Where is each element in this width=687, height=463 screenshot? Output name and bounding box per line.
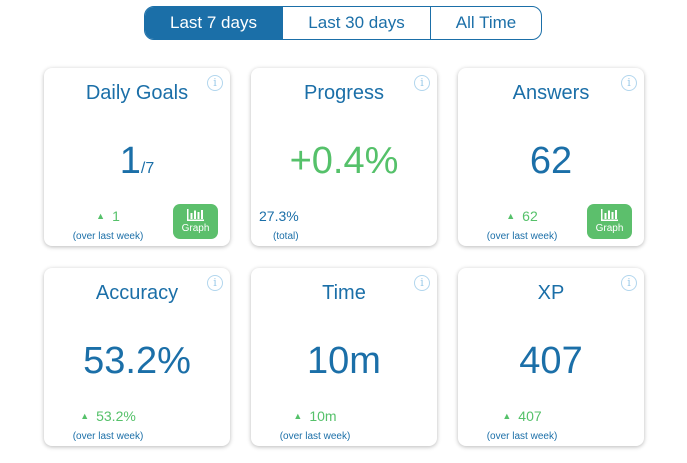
info-icon[interactable]: i (207, 75, 223, 91)
info-icon[interactable]: i (621, 275, 637, 291)
delta: ▲ 53.2% (44, 408, 172, 424)
up-arrow-icon: ▲ (80, 411, 90, 421)
delta-value: 53.2% (96, 408, 136, 424)
tab-last-7-days[interactable]: Last 7 days (145, 7, 283, 39)
graph-label: Graph (595, 223, 624, 234)
tab-last-30-days[interactable]: Last 30 days (283, 7, 431, 39)
delta-note: (over last week) (72, 231, 144, 242)
delta-value: 1 (112, 208, 120, 224)
value-main: 1 (119, 140, 141, 182)
delta-note: (over last week) (279, 431, 351, 442)
up-arrow-icon: ▲ (96, 211, 106, 221)
delta-value: 10m (309, 408, 337, 424)
xp-card: i XP 407 ▲ 407 (over last week) (458, 268, 644, 446)
bar-chart-icon (601, 209, 618, 221)
card-value: 62 (529, 140, 573, 182)
card-title: Daily Goals (85, 82, 189, 104)
card-title: Time (322, 282, 366, 304)
info-icon[interactable]: i (621, 75, 637, 91)
delta-value: 407 (518, 408, 542, 424)
card-title: XP (537, 282, 565, 304)
delta-note: (over last week) (486, 231, 558, 242)
tab-all-time[interactable]: All Time (455, 13, 517, 32)
progress-card: i Progress +0.4% 27.3% (total) (251, 68, 437, 246)
delta: ▲ 407 (458, 408, 586, 424)
graph-label: Graph (181, 223, 210, 234)
answers-card: i Answers 62 ▲ 62 (over last week) Graph (458, 68, 644, 246)
delta: ▲ 62 (458, 208, 586, 224)
card-title: Answers (512, 82, 590, 104)
time-card: i Time 10m ▲ 10m (over last week) (251, 268, 437, 446)
up-arrow-icon: ▲ (502, 411, 512, 421)
accuracy-card: i Accuracy 53.2% ▲ 53.2% (over last week) (44, 268, 230, 446)
card-value: +0.4% (289, 140, 399, 182)
up-arrow-icon: ▲ (506, 211, 516, 221)
time-range-tabs: Last 7 days Last 30 days All Time (144, 6, 542, 40)
delta: ▲ 10m (251, 408, 379, 424)
card-value: 10m (307, 340, 381, 382)
delta-note: (over last week) (72, 431, 144, 442)
value-suffix: /7 (140, 160, 155, 177)
up-arrow-icon: ▲ (293, 411, 303, 421)
info-icon[interactable]: i (414, 275, 430, 291)
delta-value: 62 (522, 208, 538, 224)
card-value: 53.2% (83, 340, 191, 382)
delta: ▲ 1 (44, 208, 172, 224)
total-note: (total) (273, 231, 299, 242)
delta-note: (over last week) (486, 431, 558, 442)
bar-chart-icon (187, 209, 204, 221)
graph-button[interactable]: Graph (587, 204, 632, 239)
info-icon[interactable]: i (207, 275, 223, 291)
card-value: 1/7 (44, 138, 230, 192)
total-progress-value: 27.3% (259, 208, 299, 224)
card-title: Progress (303, 82, 385, 104)
info-icon[interactable]: i (414, 75, 430, 91)
daily-goals-card: i Daily Goals 1/7 ▲ 1 (over last week) Gr… (44, 68, 230, 246)
card-title: Accuracy (95, 282, 179, 304)
card-value: 407 (519, 340, 583, 382)
graph-button[interactable]: Graph (173, 204, 218, 239)
